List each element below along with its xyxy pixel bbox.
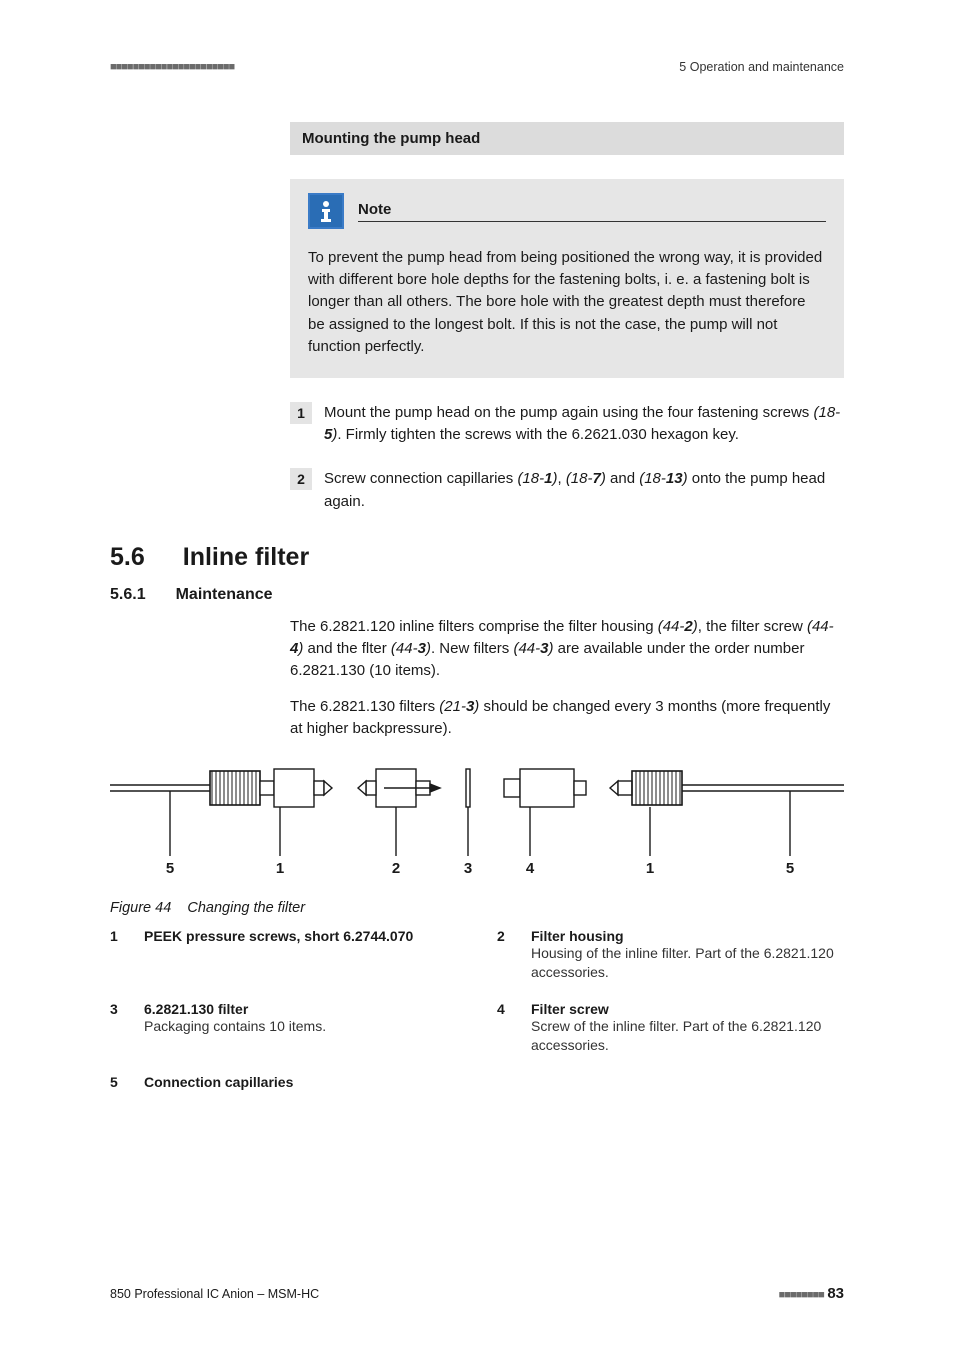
legend-title: Filter housing (531, 928, 844, 944)
note-block: Note To prevent the pump head from being… (290, 179, 844, 378)
figure-44-diagram: 5 1 2 3 4 1 5 (110, 761, 844, 891)
footer-doc-title: 850 Professional IC Anion – MSM-HC (110, 1287, 319, 1301)
legend-desc: Housing of the inline filter. Part of th… (531, 944, 844, 983)
paragraph-2: The 6.2821.130 filters (21-3) should be … (290, 696, 844, 740)
note-body: To prevent the pump head from being posi… (308, 247, 826, 358)
legend-item-3: 3 6.2821.130 filter Packaging contains 1… (110, 1001, 457, 1056)
legend-title: Connection capillaries (144, 1074, 293, 1090)
step-number: 1 (290, 402, 312, 424)
fig-label-5b: 5 (786, 860, 794, 877)
subheading-title: Maintenance (176, 586, 273, 604)
figure-legend: 1 PEEK pressure screws, short 6.2744.070… (110, 928, 844, 1090)
step-text: Screw connection capillaries (18-1), (18… (324, 468, 844, 512)
step-2: 2 Screw connection capillaries (18-1), (… (290, 468, 844, 512)
heading-number: 5.6 (110, 543, 145, 572)
header-dots-left: ■■■■■■■■■■■■■■■■■■■■■■ (110, 61, 234, 73)
paragraph-1: The 6.2821.120 inline filters comprise t… (290, 616, 844, 683)
legend-title: Filter screw (531, 1001, 844, 1017)
subheading-number: 5.6.1 (110, 586, 146, 604)
legend-title: 6.2821.130 filter (144, 1001, 326, 1017)
heading-5-6-1: 5.6.1 Maintenance (110, 586, 844, 604)
legend-item-4: 4 Filter screw Screw of the inline filte… (497, 1001, 844, 1056)
footer-page-number: 83 (827, 1285, 844, 1302)
fig-label-5: 5 (166, 860, 174, 877)
step-1: 1 Mount the pump head on the pump again … (290, 402, 844, 446)
header-chapter: 5 Operation and maintenance (679, 60, 844, 74)
legend-item-2: 2 Filter housing Housing of the inline f… (497, 928, 844, 983)
note-head: Note (308, 193, 826, 229)
note-title: Note (358, 201, 826, 222)
fig-label-2: 2 (392, 860, 400, 877)
footer-right: ■■■■■■■■ 83 (779, 1285, 844, 1302)
legend-title: PEEK pressure screws, short 6.2744.070 (144, 928, 413, 944)
fig-label-1: 1 (276, 860, 284, 877)
section-bar-mounting: Mounting the pump head (290, 122, 844, 155)
heading-title: Inline filter (183, 543, 309, 572)
fig-label-4: 4 (526, 860, 535, 877)
step-text: Mount the pump head on the pump again us… (324, 402, 844, 446)
step-number: 2 (290, 468, 312, 490)
step-list: 1 Mount the pump head on the pump again … (290, 402, 844, 513)
fig-label-1b: 1 (646, 860, 654, 877)
legend-item-1: 1 PEEK pressure screws, short 6.2744.070 (110, 928, 457, 983)
legend-desc: Packaging contains 10 items. (144, 1017, 326, 1037)
legend-item-5: 5 Connection capillaries (110, 1074, 457, 1090)
page-footer: 850 Professional IC Anion – MSM-HC ■■■■■… (110, 1285, 844, 1302)
heading-5-6: 5.6 Inline filter (110, 543, 844, 572)
page-header: ■■■■■■■■■■■■■■■■■■■■■■ 5 Operation and m… (110, 60, 844, 74)
info-icon (308, 193, 344, 229)
figure-caption: Figure 44 Changing the filter (110, 900, 844, 916)
footer-dots: ■■■■■■■■ (779, 1289, 824, 1301)
fig-label-3: 3 (464, 860, 472, 877)
legend-desc: Screw of the inline filter. Part of the … (531, 1017, 844, 1056)
